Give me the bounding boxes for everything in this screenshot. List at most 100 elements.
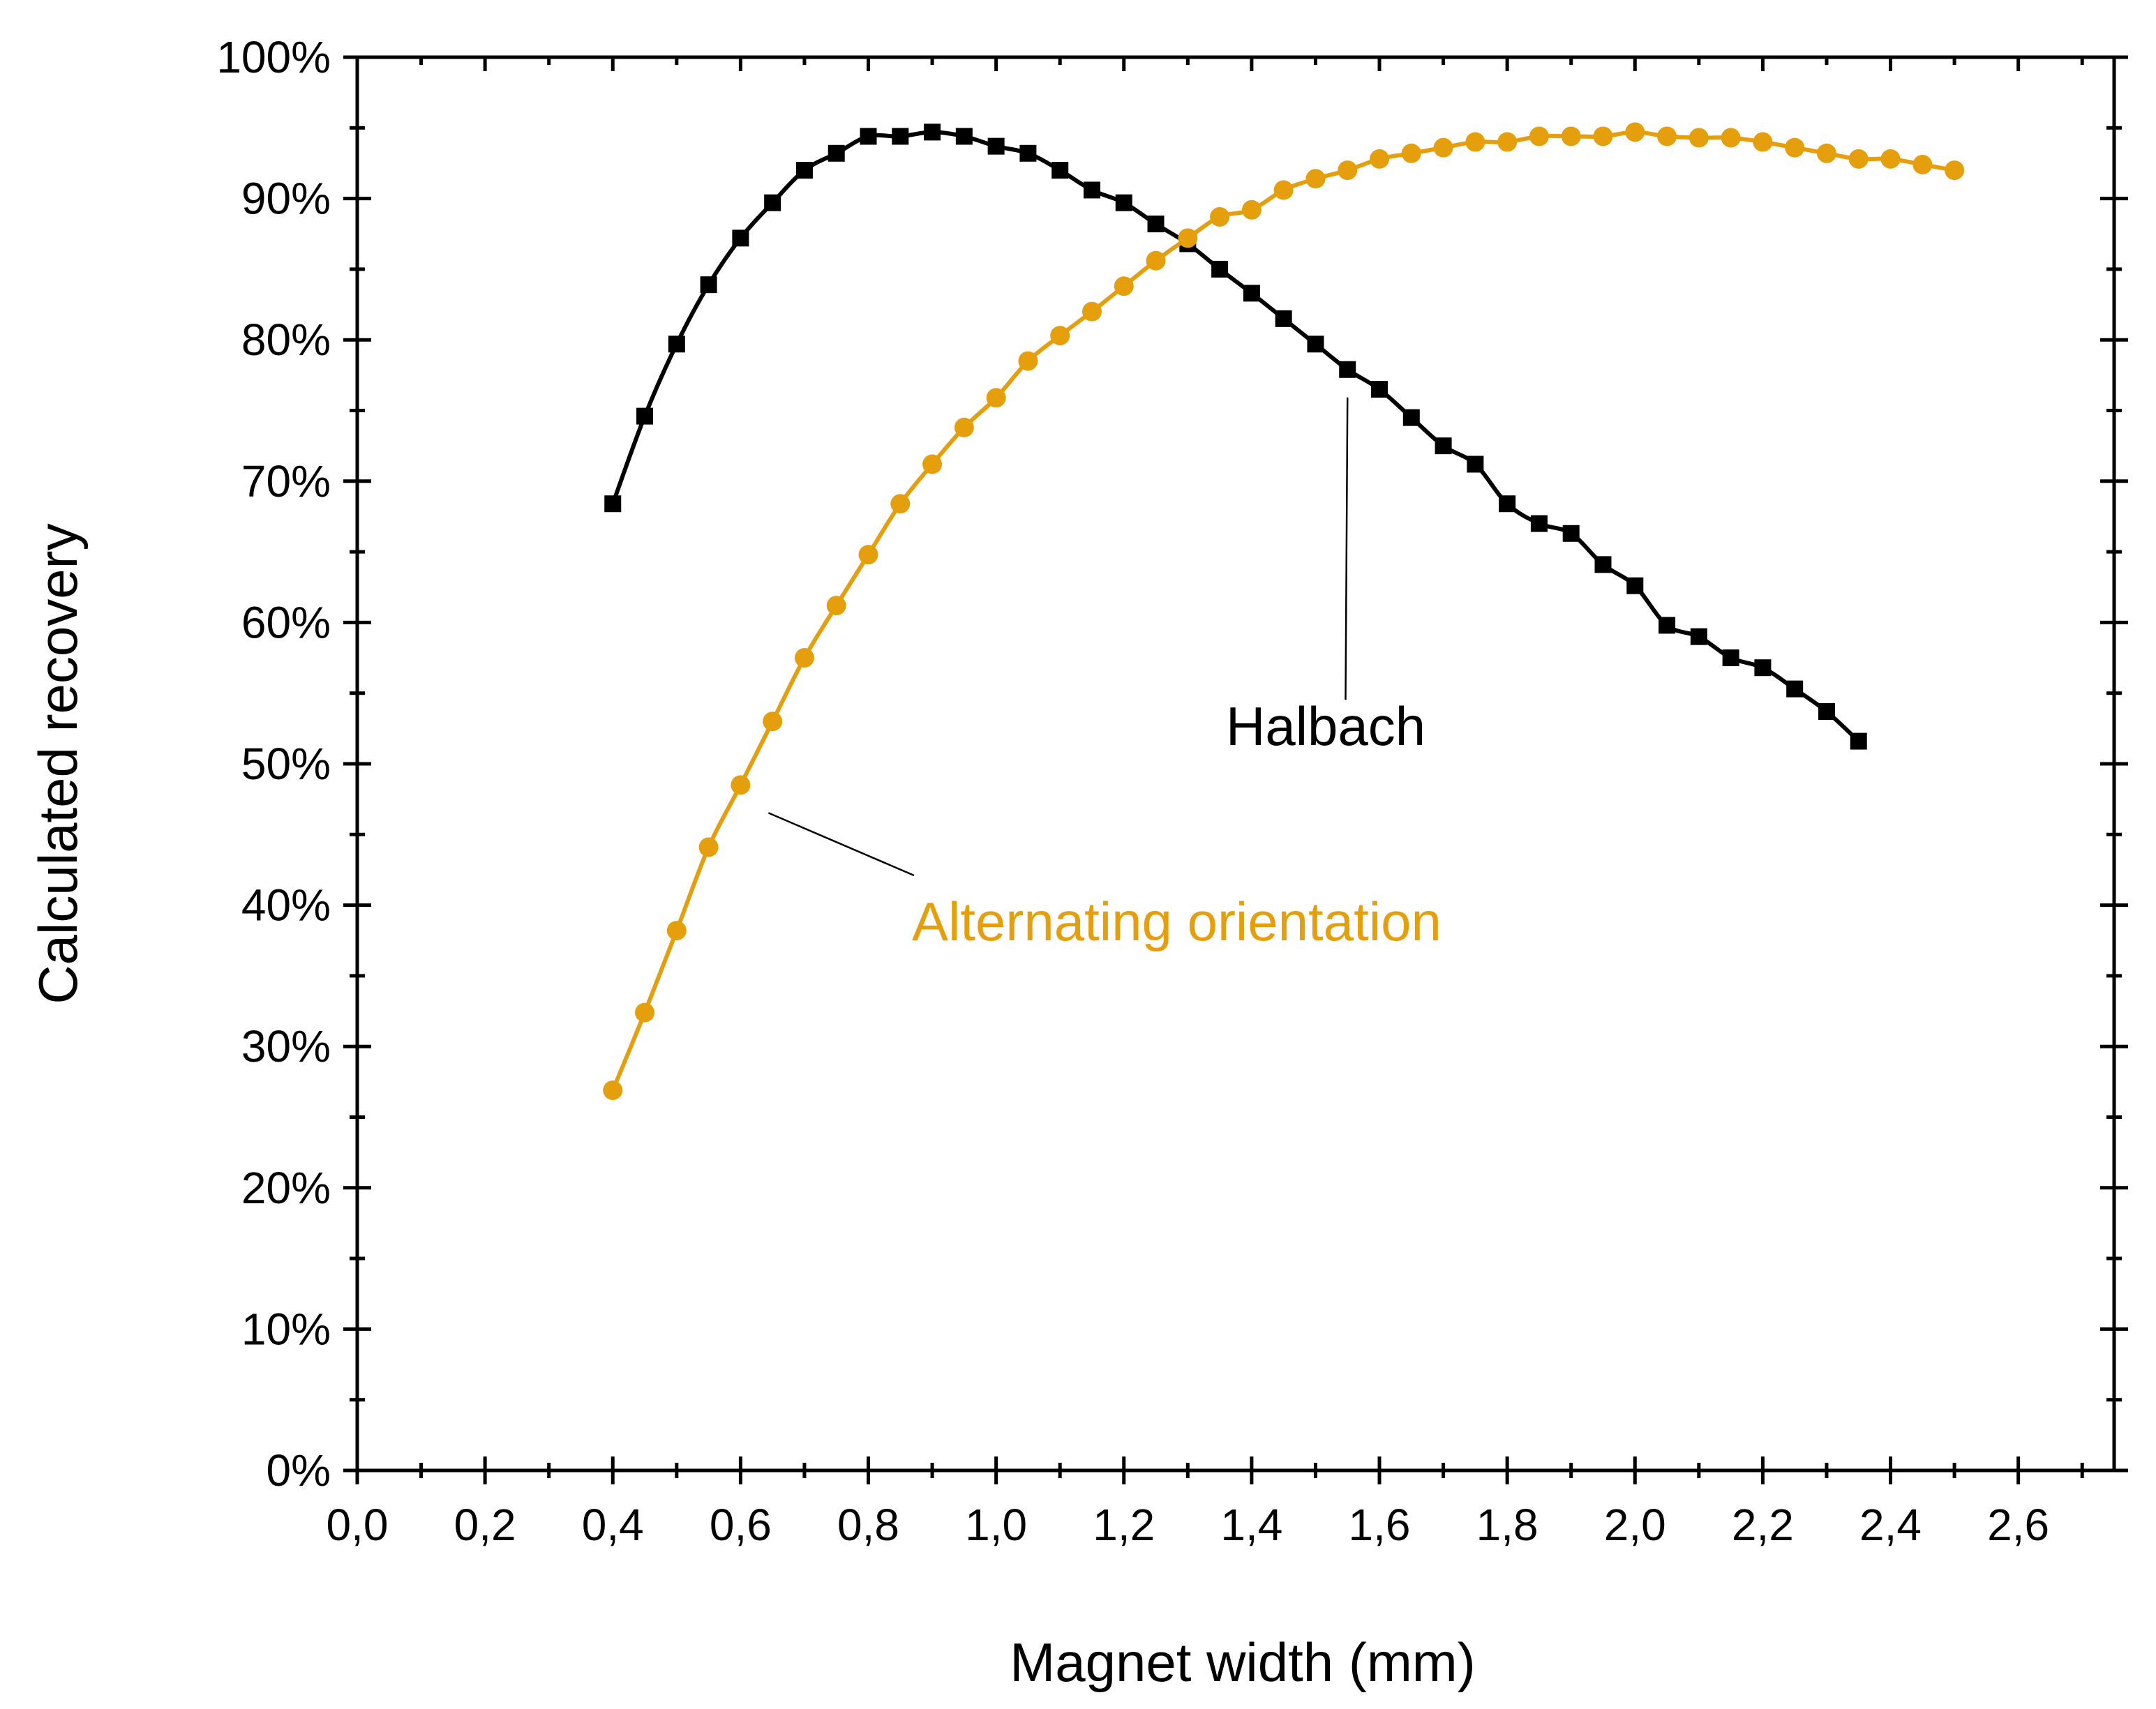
data-point-halbach bbox=[1850, 732, 1867, 750]
data-point-alternating-orientation bbox=[1305, 169, 1326, 189]
data-point-alternating-orientation bbox=[1465, 132, 1485, 152]
y-tick-label: 0% bbox=[267, 1445, 331, 1496]
data-point-alternating-orientation bbox=[794, 648, 814, 668]
data-point-alternating-orientation bbox=[1529, 126, 1549, 146]
data-point-alternating-orientation bbox=[826, 596, 846, 616]
x-tick-label: 2,4 bbox=[1859, 1500, 1922, 1550]
data-point-halbach bbox=[1019, 144, 1037, 162]
data-point-halbach bbox=[1211, 260, 1229, 278]
x-tick-label: 1,6 bbox=[1349, 1500, 1411, 1550]
y-axis-title: Calculated recovery bbox=[27, 523, 89, 1004]
data-point-halbach bbox=[892, 128, 909, 145]
data-point-halbach bbox=[1083, 181, 1100, 199]
data-point-halbach bbox=[1499, 495, 1516, 513]
data-point-alternating-orientation bbox=[1945, 160, 1965, 181]
y-tick-label: 20% bbox=[241, 1163, 331, 1213]
y-tick-label: 60% bbox=[241, 597, 331, 647]
data-point-alternating-orientation bbox=[635, 1002, 655, 1023]
data-point-halbach bbox=[1562, 525, 1580, 542]
y-tick-label: 50% bbox=[241, 739, 331, 789]
y-tick-label: 90% bbox=[241, 174, 331, 224]
data-point-alternating-orientation bbox=[1114, 276, 1134, 296]
data-point-halbach bbox=[700, 276, 717, 294]
data-point-halbach bbox=[636, 407, 654, 425]
data-point-alternating-orientation bbox=[1816, 143, 1836, 163]
data-point-alternating-orientation bbox=[1593, 126, 1613, 146]
x-tick-label: 0,6 bbox=[710, 1500, 772, 1550]
data-point-alternating-orientation bbox=[890, 494, 911, 514]
data-point-halbach bbox=[1435, 437, 1452, 455]
data-point-halbach bbox=[955, 128, 973, 145]
alternating-annotation-label: Alternating orientation bbox=[912, 891, 1442, 952]
data-point-alternating-orientation bbox=[1401, 143, 1421, 163]
data-point-halbach bbox=[1626, 577, 1644, 594]
data-point-alternating-orientation bbox=[1433, 137, 1453, 158]
data-point-alternating-orientation bbox=[1370, 149, 1390, 169]
data-point-alternating-orientation bbox=[603, 1081, 623, 1101]
series-halbach bbox=[604, 123, 1867, 750]
data-point-halbach bbox=[1115, 194, 1132, 211]
data-point-halbach bbox=[668, 336, 685, 353]
x-axis-title: Magnet width (mm) bbox=[1010, 1632, 1476, 1693]
y-tick-label: 30% bbox=[241, 1021, 331, 1071]
data-point-alternating-orientation bbox=[1241, 199, 1262, 220]
data-point-alternating-orientation bbox=[1050, 326, 1070, 346]
data-point-halbach bbox=[1818, 703, 1835, 721]
data-point-halbach bbox=[828, 144, 845, 162]
data-point-alternating-orientation bbox=[1018, 351, 1038, 371]
y-tick-label: 70% bbox=[241, 456, 331, 506]
data-point-halbach bbox=[1659, 617, 1676, 634]
halbach-annotation-label: Halbach bbox=[1226, 695, 1425, 757]
data-point-halbach bbox=[987, 137, 1005, 155]
data-point-halbach bbox=[732, 229, 749, 247]
data-point-halbach bbox=[1402, 409, 1420, 426]
data-point-alternating-orientation bbox=[1753, 132, 1773, 152]
x-tick-label: 0,8 bbox=[837, 1500, 899, 1550]
plot-frame bbox=[355, 55, 2116, 1473]
x-tick-label: 0,4 bbox=[582, 1500, 644, 1550]
y-tick-label: 10% bbox=[241, 1304, 331, 1354]
y-tick-label: 100% bbox=[216, 32, 331, 82]
data-point-alternating-orientation bbox=[954, 417, 974, 437]
data-point-alternating-orientation bbox=[666, 921, 687, 941]
data-point-halbach bbox=[1722, 649, 1739, 667]
data-point-alternating-orientation bbox=[1880, 149, 1901, 169]
data-point-halbach bbox=[1243, 285, 1260, 302]
data-point-alternating-orientation bbox=[1497, 132, 1518, 152]
data-point-halbach bbox=[924, 123, 941, 141]
data-point-halbach bbox=[1307, 336, 1324, 353]
data-point-alternating-orientation bbox=[1657, 126, 1677, 146]
data-point-alternating-orientation bbox=[1848, 149, 1869, 169]
x-tick-label: 1,8 bbox=[1476, 1500, 1539, 1550]
y-tick-label: 40% bbox=[241, 880, 331, 931]
data-point-alternating-orientation bbox=[922, 454, 943, 474]
data-point-halbach bbox=[860, 128, 877, 145]
x-tick-label: 1,4 bbox=[1220, 1500, 1282, 1550]
data-point-alternating-orientation bbox=[1721, 128, 1741, 148]
data-point-halbach bbox=[1467, 456, 1484, 473]
data-point-halbach bbox=[1051, 162, 1069, 179]
data-point-halbach bbox=[1371, 381, 1388, 398]
data-point-halbach bbox=[1339, 361, 1356, 378]
annotations-layer bbox=[768, 397, 1349, 877]
x-tick-label: 2,2 bbox=[1732, 1500, 1794, 1550]
x-tick-label: 2,0 bbox=[1604, 1500, 1666, 1550]
x-tick-label: 1,0 bbox=[965, 1500, 1027, 1550]
data-point-alternating-orientation bbox=[1338, 160, 1358, 181]
data-point-halbach bbox=[1275, 310, 1292, 327]
data-point-halbach bbox=[604, 495, 622, 513]
series-alternating-orientation bbox=[603, 122, 1965, 1101]
x-tick-label: 0,2 bbox=[454, 1500, 516, 1550]
data-point-halbach bbox=[795, 162, 813, 179]
data-point-halbach bbox=[1690, 628, 1707, 645]
x-tick-label: 0,0 bbox=[327, 1500, 389, 1550]
data-point-alternating-orientation bbox=[1561, 126, 1581, 146]
x-tick-label: 1,2 bbox=[1093, 1500, 1155, 1550]
data-point-alternating-orientation bbox=[698, 837, 719, 857]
data-point-halbach bbox=[1594, 556, 1612, 573]
data-point-alternating-orientation bbox=[1912, 154, 1933, 174]
data-point-alternating-orientation bbox=[1146, 250, 1166, 271]
data-point-halbach bbox=[1147, 216, 1165, 233]
